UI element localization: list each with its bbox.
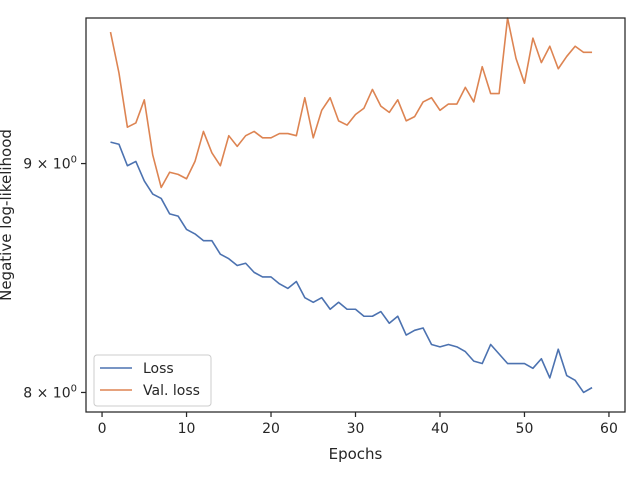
- x-tick-label: 50: [516, 421, 534, 437]
- legend-label: Val. loss: [143, 383, 200, 399]
- x-tick-label: 30: [347, 421, 365, 437]
- y-tick-label: 9 × 100: [23, 155, 77, 173]
- series-line-loss: [110, 141, 593, 394]
- plot-lines: [109, 17, 593, 394]
- x-tick-label: 10: [178, 421, 196, 437]
- x-tick-label: 40: [431, 421, 449, 437]
- x-tick-label: 60: [600, 421, 618, 437]
- series-line-val-loss: [109, 17, 593, 189]
- x-tick-label: 20: [262, 421, 280, 437]
- y-axis-label: Negative log-likelihood: [0, 129, 15, 301]
- x-tick-label: 0: [98, 421, 107, 437]
- plot-frame: [85, 17, 626, 413]
- legend-label: Loss: [143, 361, 174, 377]
- y-axis: 8 × 100 9 × 100: [23, 155, 86, 401]
- legend: Loss Val. loss: [93, 354, 212, 407]
- x-axis: 0 10 20 30 40 50 60: [98, 412, 618, 437]
- x-axis-label: Epochs: [329, 445, 383, 463]
- y-tick-label: 8 × 100: [23, 383, 77, 401]
